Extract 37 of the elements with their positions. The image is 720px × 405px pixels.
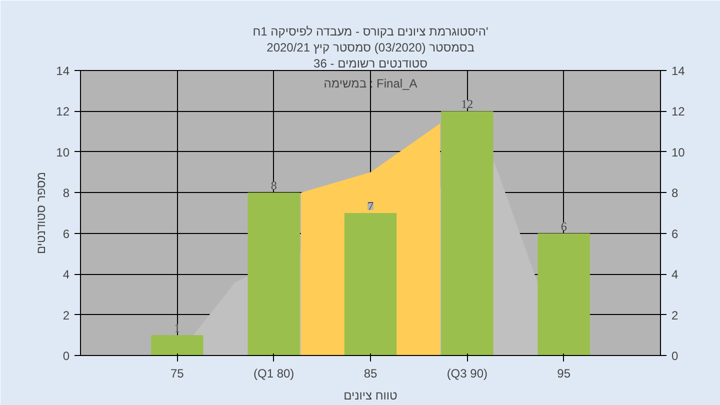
chart-subtitle: בסמסטר (03/2020) סמסטר קיץ 2020/21 — [266, 40, 474, 54]
bar — [441, 111, 494, 356]
data-label: 12 — [461, 97, 474, 112]
y-axis-title: מספר סטודנטים — [34, 172, 48, 254]
x-tick-label: (Q1 80) — [253, 366, 294, 380]
y-tick-label: 8 — [62, 186, 70, 200]
x-tick-label: (Q3 90) — [446, 366, 488, 380]
data-label: 6 — [560, 219, 567, 234]
y-tick-label: 6 — [62, 226, 70, 241]
chart-title: היסטוגרמת ציונים בקורס - מעבדה לפיסיקה 1ח' — [252, 24, 488, 38]
y-tick-label: 4 — [62, 268, 70, 282]
x-tick-label: 85 — [364, 366, 378, 380]
y2-tick-label: 10 — [672, 145, 686, 160]
x-axis-title: טווח ציונים — [344, 388, 398, 402]
x-tick-label: 95 — [557, 366, 571, 380]
bar — [151, 335, 204, 356]
annotation: סטודנטים רשומים - 36 — [314, 56, 428, 70]
y-tick-label: 12 — [56, 104, 70, 119]
data-label: 8 — [270, 178, 277, 193]
y-tick-label: 14 — [56, 64, 70, 78]
y2-tick-label: 8 — [672, 186, 678, 200]
y2-tick-label: 12 — [672, 104, 686, 119]
y2-tick-label: 14 — [672, 64, 686, 78]
bar — [538, 233, 590, 356]
annotation: במשימה : Final_A — [324, 76, 418, 90]
y2-tick-label: 0 — [672, 349, 678, 363]
x-tick-label: 75 — [170, 366, 184, 380]
bar — [248, 192, 300, 356]
y2-tick-label: 4 — [672, 268, 678, 282]
y2-tick-label: 2 — [672, 308, 678, 322]
data-label: 7 — [368, 199, 374, 213]
data-label: 1 — [174, 321, 180, 336]
y-tick-label: 2 — [62, 308, 70, 322]
y-tick-label: 0 — [62, 349, 70, 363]
bar — [344, 213, 397, 356]
y2-tick-label: 6 — [672, 226, 678, 241]
y-tick-label: 10 — [56, 145, 70, 160]
